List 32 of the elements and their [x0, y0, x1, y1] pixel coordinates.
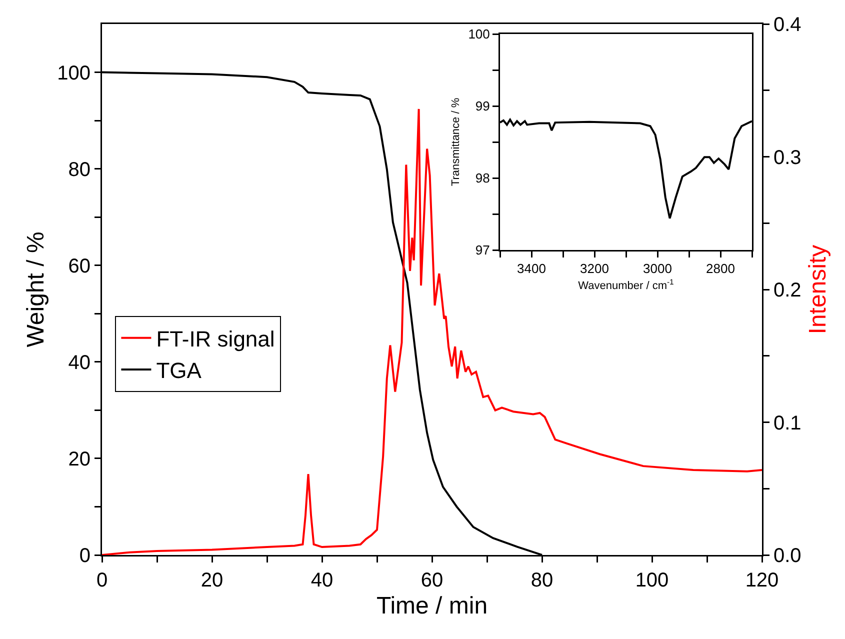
x-tick-label: 3000 [643, 261, 672, 276]
x-tick-label: 2800 [706, 261, 735, 276]
y2-tick-label: 0.2 [774, 280, 802, 302]
y-axis-title: Weight / % [22, 232, 50, 348]
y-tick-label: 99 [475, 98, 490, 114]
y2-tick-label: 0.4 [774, 14, 802, 36]
x-tick-label: 120 [745, 570, 779, 592]
y-tick-label: 100 [57, 62, 90, 84]
y-axis-title: Transmittance / % [450, 98, 462, 186]
legend-label: TGA [156, 358, 202, 384]
y-tick-label: 100 [468, 26, 490, 42]
x-tick-label: 60 [420, 570, 444, 592]
x-tick-label: 40 [310, 570, 334, 592]
x-tick-label: 20 [200, 570, 224, 592]
x-tick-label: 3200 [580, 261, 609, 276]
x-axis-title: Time / min [376, 592, 488, 620]
legend-label: FT-IR signal [156, 326, 275, 352]
y-tick-label: 0 [79, 545, 90, 567]
x-tick-label: 100 [635, 570, 669, 592]
y2-tick-label: 0.3 [774, 146, 802, 169]
y-tick-label: 40 [68, 352, 90, 374]
y2-tick-label: 0.0 [774, 545, 802, 567]
y-tick-label: 20 [68, 448, 90, 470]
y2-axis-title: Intensity [804, 244, 832, 334]
y-tick-label: 80 [68, 158, 90, 181]
x-tick-label: 80 [530, 570, 554, 592]
y-tick-label: 98 [475, 170, 490, 186]
y-tick-label: 97 [475, 242, 490, 258]
y2-tick-label: 0.1 [774, 412, 802, 434]
x-tick-label: 0 [96, 570, 108, 592]
x-axis-title: Wavenumber / cm$^{-1}$ [578, 277, 674, 292]
x-tick-label: 3400 [517, 261, 546, 276]
